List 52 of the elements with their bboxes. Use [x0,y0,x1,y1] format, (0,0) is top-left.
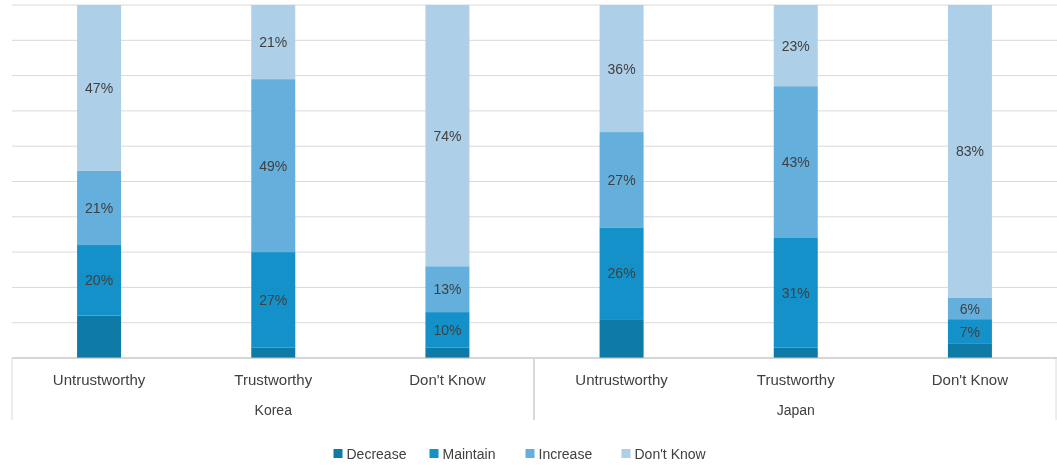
legend-label: Decrease [346,446,407,462]
legend-label: Maintain [442,446,496,462]
text: Korea [254,402,293,418]
bar [773,237,818,348]
x-tick-label: Trustworthy [756,371,836,388]
data-label: 49% [259,157,288,174]
data-label: 43% [781,154,810,171]
bar [773,347,818,358]
data-label: 74% [433,127,462,144]
bar [773,5,818,87]
data-label: 36% [607,60,636,77]
data-label: 83% [955,143,984,160]
data-label: 21% [259,34,288,51]
legend-label: Don't Know [634,446,707,462]
data-label: 10% [433,321,462,338]
bar [947,319,992,344]
data-label: 7% [959,323,981,340]
x-tick-label: Untrustworthy [575,371,669,388]
data-label: 6% [959,300,981,317]
data-label: 27% [607,171,636,188]
bar [251,347,296,358]
data-label: 31% [781,284,810,301]
bar [599,5,644,133]
data-label: 27% [259,291,288,308]
x-tick-label: Untrustworthy [52,371,146,388]
bar [251,79,296,253]
data-label: 47% [85,79,114,96]
bar [599,132,644,228]
bar [251,252,296,348]
bar [77,315,122,358]
text: Japan [776,402,815,418]
bar [425,266,470,313]
bar [425,347,470,358]
bar [947,343,992,358]
bar [599,227,644,320]
bar [599,319,644,358]
data-label: 20% [85,272,114,289]
data-label: 21% [85,199,114,216]
data-label: 13% [433,281,462,298]
x-tick-label: Trustworthy [234,371,313,388]
data-label: 26% [607,265,636,282]
legend-label: Increase [538,446,593,462]
bar [947,5,992,298]
data-label: 23% [781,37,810,54]
bar [77,245,122,316]
bar [425,5,470,267]
x-tick-label: Don't Know [409,371,486,388]
bar [77,170,122,246]
bar [773,86,818,238]
bar [77,5,122,171]
x-tick-label: Don't Know [931,371,1009,388]
bar [251,5,296,80]
